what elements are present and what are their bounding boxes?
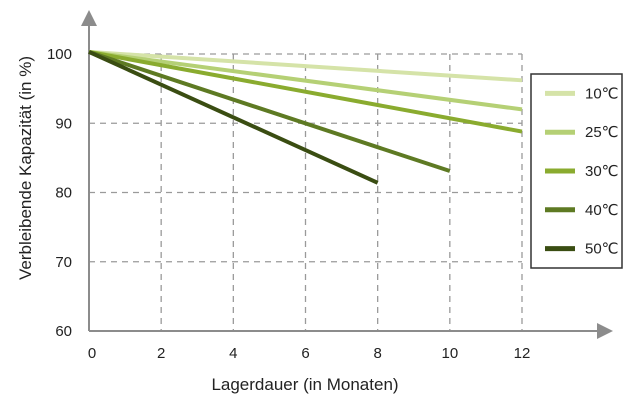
y-tick-label: 80	[55, 185, 72, 202]
x-tick-label: 10	[441, 345, 458, 362]
legend-label: 40℃	[585, 202, 619, 219]
legend-label: 30℃	[585, 163, 619, 180]
x-tick-label: 6	[301, 345, 309, 362]
series-lines	[88, 49, 523, 185]
legend-label: 50℃	[585, 241, 619, 258]
series-line	[88, 49, 523, 83]
series-line	[88, 50, 451, 173]
legend-label: 10℃	[585, 85, 619, 102]
x-tick-label: 2	[157, 345, 165, 362]
x-tick-label: 8	[373, 345, 381, 362]
x-tick-label: 12	[514, 345, 531, 362]
x-axis-label: Lagerdauer (in Monaten)	[211, 375, 398, 394]
series-line	[88, 49, 523, 112]
tick-labels: 0 2 4 6 8 10 12 60 70 80 90 100	[47, 46, 530, 362]
legend-label: 25℃	[585, 124, 619, 141]
y-tick-label: 100	[47, 46, 72, 63]
axes	[81, 10, 613, 339]
y-axis-label: Verbleibende Kapazität (in %)	[16, 56, 35, 280]
series-line	[88, 49, 523, 134]
grid	[89, 53, 523, 331]
legend: 10℃ 25℃ 30℃ 40℃ 50℃	[530, 73, 623, 269]
y-tick-label: 60	[55, 323, 72, 340]
x-axis-arrow	[597, 323, 613, 339]
y-axis-arrow	[81, 10, 97, 26]
x-tick-label: 4	[229, 345, 237, 362]
y-tick-label: 70	[55, 254, 72, 271]
series-line	[88, 50, 379, 185]
x-tick-label: 0	[88, 345, 96, 362]
y-tick-label: 90	[55, 115, 72, 132]
